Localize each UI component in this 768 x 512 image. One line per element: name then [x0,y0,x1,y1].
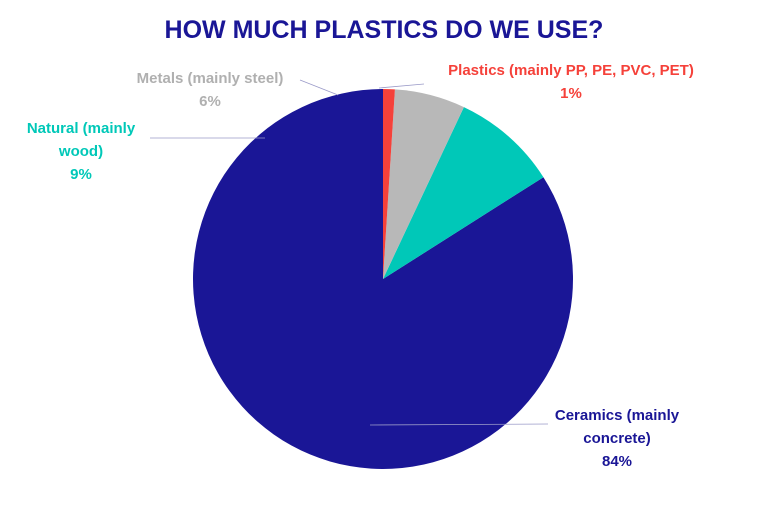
slice-percent-label: 6% [199,93,221,110]
slice-name-label: wood) [58,143,103,160]
leader-line [378,83,425,89]
slice-percent-label: 1% [560,85,582,102]
leader-line [369,423,549,426]
leader-line [299,79,339,96]
slice-name-label: Ceramics (mainly [555,407,680,424]
pie-slice [383,89,464,279]
slice-name-label: concrete) [583,430,651,447]
slice-name-label: Metals (mainly steel) [137,70,284,87]
slice-percent-label: 84% [602,453,632,470]
slice-percent-label: 9% [70,166,92,183]
pie-slice [383,89,395,279]
slice-name-label: Natural (mainly [27,120,136,137]
chart-title: HOW MUCH PLASTICS DO WE USE? [165,16,604,44]
slice-name-label: Plastics (mainly PP, PE, PVC, PET) [448,62,694,79]
pie-slice [383,107,544,280]
